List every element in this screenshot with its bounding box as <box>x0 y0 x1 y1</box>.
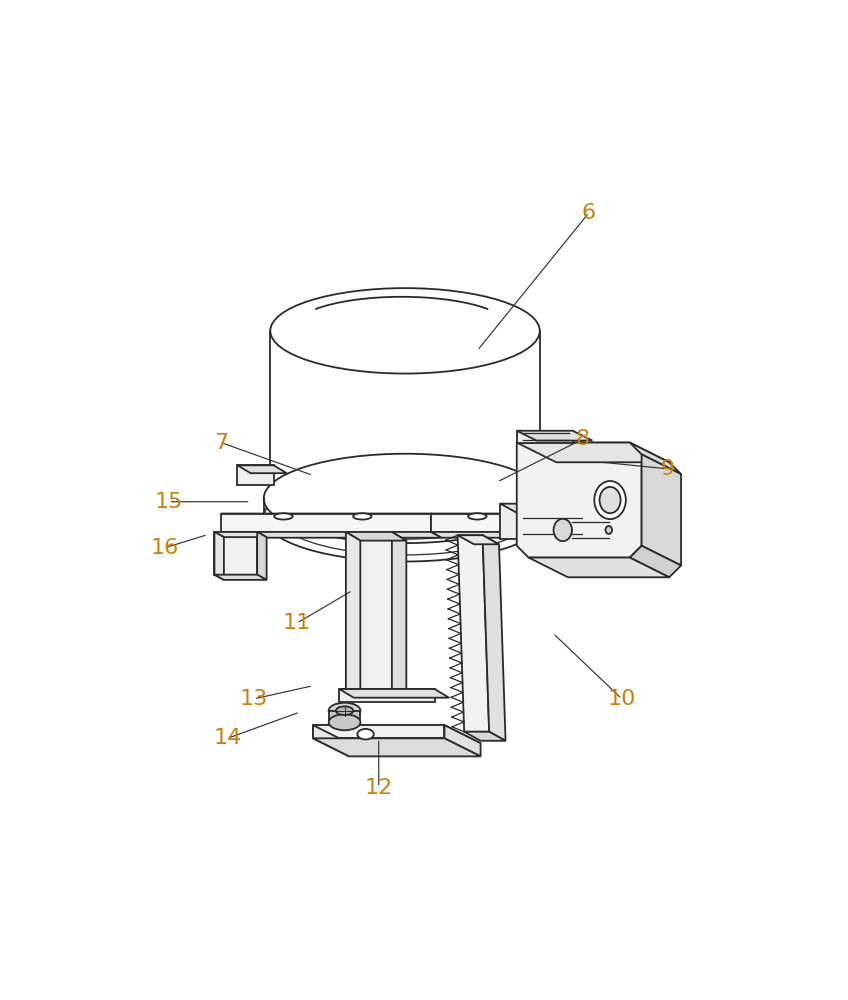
Ellipse shape <box>594 481 626 519</box>
Ellipse shape <box>353 513 371 520</box>
Polygon shape <box>392 532 406 701</box>
Polygon shape <box>346 532 360 701</box>
Polygon shape <box>313 738 481 756</box>
Polygon shape <box>237 465 287 473</box>
Polygon shape <box>516 431 572 443</box>
Polygon shape <box>339 689 449 698</box>
Polygon shape <box>483 535 505 741</box>
Polygon shape <box>500 504 527 539</box>
Ellipse shape <box>271 288 539 374</box>
Ellipse shape <box>264 454 546 543</box>
Ellipse shape <box>600 487 621 513</box>
Polygon shape <box>339 689 434 702</box>
Text: 7: 7 <box>214 433 228 453</box>
Ellipse shape <box>329 714 360 730</box>
Polygon shape <box>221 514 432 532</box>
Polygon shape <box>346 532 406 541</box>
Text: 16: 16 <box>151 538 179 558</box>
Polygon shape <box>432 532 534 538</box>
Polygon shape <box>527 504 546 549</box>
Text: 9: 9 <box>661 459 675 479</box>
Polygon shape <box>516 431 592 441</box>
Polygon shape <box>432 514 442 538</box>
Text: 12: 12 <box>365 778 393 798</box>
Polygon shape <box>630 546 681 577</box>
Polygon shape <box>630 443 681 474</box>
Polygon shape <box>346 532 392 692</box>
Polygon shape <box>271 331 540 505</box>
Ellipse shape <box>329 703 360 719</box>
Polygon shape <box>540 465 576 485</box>
Polygon shape <box>237 465 274 485</box>
Polygon shape <box>329 711 360 722</box>
Polygon shape <box>221 514 442 519</box>
Polygon shape <box>444 725 481 756</box>
Polygon shape <box>523 514 534 538</box>
Text: 6: 6 <box>582 203 596 223</box>
Ellipse shape <box>605 526 612 534</box>
Text: 13: 13 <box>240 689 268 709</box>
Polygon shape <box>313 725 481 743</box>
Polygon shape <box>500 504 546 515</box>
Text: 14: 14 <box>214 728 242 748</box>
Ellipse shape <box>274 513 293 520</box>
Polygon shape <box>458 535 489 732</box>
Polygon shape <box>458 535 499 544</box>
Polygon shape <box>221 532 442 538</box>
Polygon shape <box>432 514 534 519</box>
Polygon shape <box>313 725 349 756</box>
Polygon shape <box>516 443 642 558</box>
Ellipse shape <box>264 472 546 562</box>
Text: 15: 15 <box>154 492 182 512</box>
Polygon shape <box>215 532 266 537</box>
Ellipse shape <box>554 519 572 541</box>
Text: 10: 10 <box>608 689 636 709</box>
Text: 8: 8 <box>576 429 589 449</box>
Polygon shape <box>642 454 681 565</box>
Polygon shape <box>540 465 589 473</box>
Ellipse shape <box>336 706 354 715</box>
Polygon shape <box>215 532 257 575</box>
Polygon shape <box>313 725 444 738</box>
Polygon shape <box>516 443 669 462</box>
Polygon shape <box>528 558 669 577</box>
Polygon shape <box>464 732 505 741</box>
Polygon shape <box>576 465 589 493</box>
Polygon shape <box>257 532 266 580</box>
Ellipse shape <box>468 513 487 520</box>
Ellipse shape <box>357 729 374 739</box>
Polygon shape <box>215 575 266 580</box>
Text: 11: 11 <box>282 613 310 633</box>
Polygon shape <box>432 514 523 532</box>
Polygon shape <box>215 532 224 580</box>
